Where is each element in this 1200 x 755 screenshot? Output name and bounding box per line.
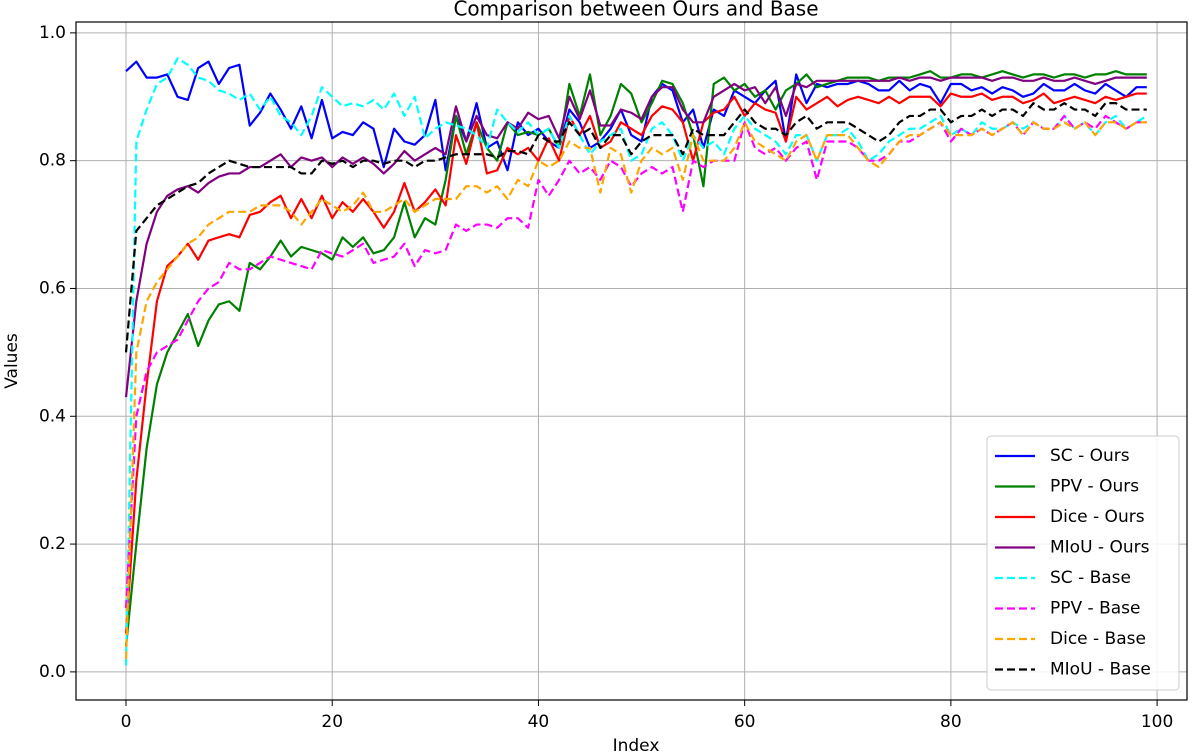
legend-label: Dice - Base (1050, 629, 1146, 649)
y-tick-label: 0.2 (39, 534, 66, 554)
x-tick-label: 60 (734, 712, 756, 732)
legend-label: SC - Base (1050, 568, 1131, 588)
x-tick-label: 20 (321, 712, 343, 732)
legend-label: PPV - Ours (1050, 477, 1139, 497)
y-tick-label: 0.6 (39, 278, 66, 298)
legend-label: Dice - Ours (1050, 507, 1145, 527)
data-line (124, 102, 1147, 353)
data-line (124, 92, 1147, 634)
x-axis-label: Index (613, 736, 660, 755)
x-tick-label: 100 (1141, 712, 1173, 732)
x-tick-label: 80 (940, 712, 962, 732)
data-line (124, 57, 1148, 666)
x-tick-label: 0 (121, 712, 132, 732)
y-tick-label: 0.8 (39, 151, 66, 171)
chart-title: Comparison between Ours and Base (453, 0, 818, 21)
y-tick-label: 0.4 (39, 406, 66, 426)
plot-frame (75, 21, 1188, 701)
data-line (124, 70, 1147, 647)
legend-box (986, 435, 1180, 691)
legend-label: MIoU - Ours (1050, 538, 1150, 558)
y-tick-label: 0.0 (39, 662, 66, 682)
y-tick-label: 1.0 (39, 23, 66, 43)
data-line (124, 76, 1147, 398)
legend-label: MIoU - Base (1050, 660, 1151, 680)
data-line (124, 121, 1147, 660)
y-axis-label: Values (2, 333, 22, 389)
x-tick-label: 40 (528, 712, 550, 732)
legend-label: SC - Ours (1050, 446, 1130, 466)
legend-label: PPV - Base (1050, 599, 1140, 619)
data-line (125, 60, 1147, 172)
